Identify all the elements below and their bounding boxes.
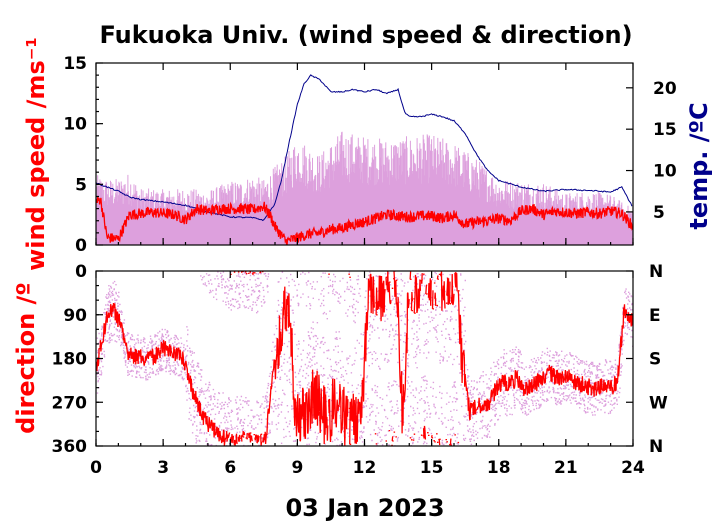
direction-panel: 0 3 6 9 12 15 18 21 24 0 N 90 E 180 S 270 W 360 N — [52, 262, 669, 478]
compass-tick-label: N — [649, 437, 663, 457]
x-tick-label: 3 — [157, 458, 169, 478]
temperature-line — [96, 74, 633, 222]
speed-tick-label: 0 — [75, 236, 87, 256]
speed-tick-label: 10 — [63, 115, 87, 135]
direction-axis-label: direction /º — [12, 282, 40, 434]
temperature-axis-label: temp. /ºC — [685, 102, 713, 229]
wind-speed-series — [96, 196, 633, 245]
speed-panel: 0 5 10 15 5 10 15 20 — [63, 54, 677, 256]
chart-title: Fukuoka Univ. (wind speed & direction) — [99, 21, 632, 49]
temp-tick-label: 15 — [653, 120, 677, 140]
gust-bars — [96, 131, 633, 245]
x-tick-label: 18 — [487, 458, 511, 478]
x-tick-label: 15 — [420, 458, 444, 478]
direction-mean-line — [96, 271, 633, 446]
wind-speed-line — [96, 196, 633, 245]
temp-tick-label: 5 — [653, 203, 665, 223]
wind-speed-axis-label: wind speed /ms⁻¹ — [22, 37, 50, 271]
speed-tick-label: 15 — [63, 54, 87, 74]
x-tick-label: 0 — [90, 458, 102, 478]
direction-tick-label: 360 — [52, 437, 88, 457]
temperature-series — [96, 74, 633, 222]
direction-instant-series — [96, 271, 633, 446]
x-tick-label: 24 — [621, 458, 645, 478]
compass-tick-label: E — [649, 306, 661, 326]
x-axis-label: 03 Jan 2023 — [285, 494, 444, 522]
compass-tick-label: N — [649, 262, 663, 282]
direction-tick-label: 90 — [63, 306, 87, 326]
x-tick-label: 6 — [224, 458, 236, 478]
direction-tick-label: 0 — [75, 262, 87, 282]
x-tick-label: 12 — [353, 458, 377, 478]
gust-series — [96, 131, 633, 245]
temp-tick-label: 20 — [653, 79, 677, 99]
direction-mean-series — [96, 271, 633, 446]
direction-tick-label: 270 — [52, 393, 88, 413]
speed-tick-label: 5 — [75, 175, 87, 195]
direction-tick-label: 180 — [52, 350, 88, 370]
compass-tick-label: S — [649, 350, 661, 370]
direction-instant-dots — [96, 271, 633, 446]
x-tick-label: 21 — [554, 458, 578, 478]
temp-tick-label: 10 — [653, 162, 677, 182]
x-tick-label: 9 — [291, 458, 303, 478]
compass-tick-label: W — [649, 393, 668, 413]
